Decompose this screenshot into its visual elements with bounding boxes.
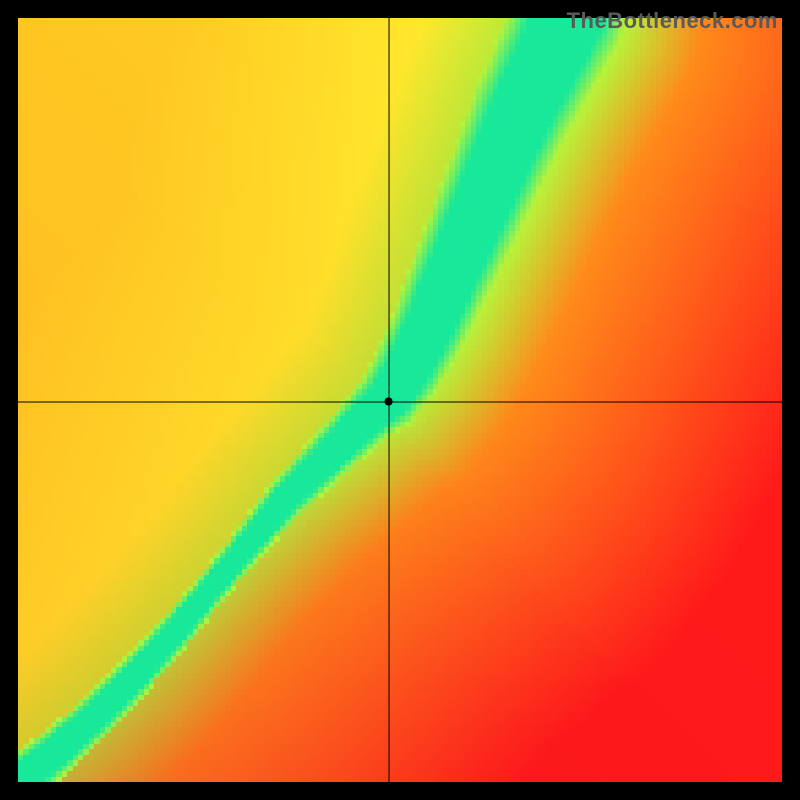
watermark-text: TheBottleneck.com — [567, 8, 778, 34]
chart-container: TheBottleneck.com — [0, 0, 800, 800]
bottleneck-heatmap — [18, 18, 782, 782]
